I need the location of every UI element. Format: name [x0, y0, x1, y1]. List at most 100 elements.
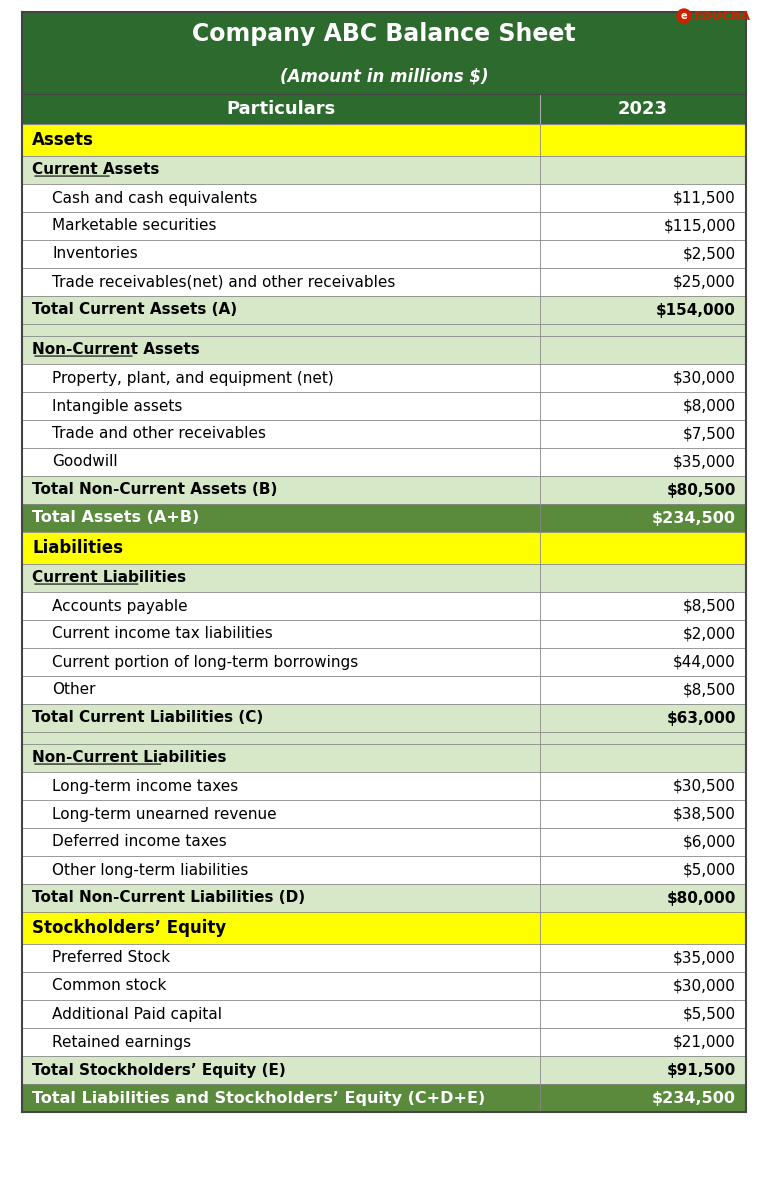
Text: Accounts payable: Accounts payable — [52, 598, 187, 614]
Bar — [540, 944, 746, 971]
Bar — [540, 336, 746, 364]
Bar — [540, 324, 746, 336]
Bar — [22, 744, 540, 772]
Bar — [540, 94, 746, 124]
Bar — [22, 124, 540, 156]
Text: $91,500: $91,500 — [667, 1062, 736, 1078]
Text: Marketable securities: Marketable securities — [52, 218, 217, 234]
Text: $44,000: $44,000 — [674, 654, 736, 670]
Text: $30,000: $30,000 — [673, 371, 736, 385]
Text: $5,000: $5,000 — [683, 863, 736, 877]
Text: Goodwill: Goodwill — [52, 454, 118, 470]
Bar — [540, 676, 746, 704]
Bar — [22, 1056, 540, 1084]
Text: $234,500: $234,500 — [652, 510, 736, 526]
Bar — [22, 912, 540, 944]
Bar — [540, 268, 746, 296]
Bar — [22, 944, 540, 971]
Text: (Amount in millions $): (Amount in millions $) — [280, 67, 488, 85]
Text: Liabilities: Liabilities — [32, 539, 123, 557]
Text: EDUCBA: EDUCBA — [694, 10, 751, 23]
Text: $8,500: $8,500 — [683, 598, 736, 614]
Bar — [22, 212, 540, 240]
Bar — [22, 1084, 540, 1112]
Text: Total Assets (A+B): Total Assets (A+B) — [32, 510, 199, 526]
Bar — [22, 856, 540, 884]
Text: Non-Current Assets: Non-Current Assets — [32, 342, 200, 358]
Bar — [540, 420, 746, 448]
Bar — [540, 704, 746, 732]
Bar — [22, 732, 540, 744]
Text: $115,000: $115,000 — [664, 218, 736, 234]
Bar — [22, 336, 540, 364]
Text: 2023: 2023 — [617, 100, 668, 118]
Text: Total Current Assets (A): Total Current Assets (A) — [32, 303, 237, 317]
Bar — [22, 94, 540, 124]
Bar — [540, 212, 746, 240]
Text: Current Assets: Current Assets — [32, 162, 160, 178]
Bar — [540, 1028, 746, 1056]
Bar — [540, 504, 746, 532]
Bar — [540, 800, 746, 828]
Bar — [540, 124, 746, 156]
Text: Total Stockholders’ Equity (E): Total Stockholders’ Equity (E) — [32, 1062, 286, 1078]
Text: Current Liabilities: Current Liabilities — [32, 571, 186, 585]
Bar — [540, 1000, 746, 1028]
Text: Deferred income taxes: Deferred income taxes — [52, 834, 227, 850]
Bar — [22, 420, 540, 448]
Bar — [22, 971, 540, 1000]
Text: Total Non-Current Assets (B): Total Non-Current Assets (B) — [32, 483, 277, 497]
Text: Other: Other — [52, 683, 95, 697]
Bar — [22, 392, 540, 420]
Bar — [22, 476, 540, 504]
Bar — [540, 364, 746, 392]
Bar — [540, 648, 746, 676]
Bar — [22, 1028, 540, 1056]
Bar — [540, 448, 746, 476]
Bar — [540, 856, 746, 884]
Bar — [540, 296, 746, 324]
Text: Particulars: Particulars — [227, 100, 336, 118]
Text: $8,000: $8,000 — [683, 398, 736, 414]
Bar — [540, 828, 746, 856]
Text: $30,500: $30,500 — [673, 778, 736, 794]
Text: Current portion of long-term borrowings: Current portion of long-term borrowings — [52, 654, 358, 670]
Bar — [540, 971, 746, 1000]
Text: $6,000: $6,000 — [683, 834, 736, 850]
Bar — [22, 1000, 540, 1028]
Bar — [22, 364, 540, 392]
Circle shape — [677, 10, 691, 23]
Text: Preferred Stock: Preferred Stock — [52, 950, 170, 966]
Bar — [22, 184, 540, 212]
Bar — [22, 704, 540, 732]
Text: $5,500: $5,500 — [683, 1006, 736, 1022]
Text: Total Liabilities and Stockholders’ Equity (C+D+E): Total Liabilities and Stockholders’ Equi… — [32, 1091, 485, 1105]
Bar — [540, 476, 746, 504]
Bar — [22, 12, 746, 94]
Bar — [22, 828, 540, 856]
Text: Non-Current Liabilities: Non-Current Liabilities — [32, 751, 227, 765]
Text: Total Current Liabilities (C): Total Current Liabilities (C) — [32, 710, 263, 726]
Bar — [22, 156, 540, 184]
Bar — [540, 772, 746, 800]
Text: Current income tax liabilities: Current income tax liabilities — [52, 627, 273, 641]
Bar — [22, 296, 540, 324]
Text: Trade receivables(net) and other receivables: Trade receivables(net) and other receiva… — [52, 274, 396, 290]
Text: $30,000: $30,000 — [673, 979, 736, 993]
Bar — [540, 156, 746, 184]
Text: $38,500: $38,500 — [673, 807, 736, 821]
Bar — [22, 448, 540, 476]
Bar — [540, 592, 746, 620]
Bar — [540, 744, 746, 772]
Text: $80,500: $80,500 — [667, 483, 736, 497]
Bar — [22, 504, 540, 532]
Text: Retained earnings: Retained earnings — [52, 1035, 191, 1049]
Text: $7,500: $7,500 — [683, 427, 736, 441]
Text: $2,500: $2,500 — [683, 247, 736, 261]
Text: $25,000: $25,000 — [674, 274, 736, 290]
Bar — [22, 800, 540, 828]
Bar — [22, 772, 540, 800]
Text: $8,500: $8,500 — [683, 683, 736, 697]
Bar — [540, 240, 746, 268]
Bar — [22, 564, 540, 592]
